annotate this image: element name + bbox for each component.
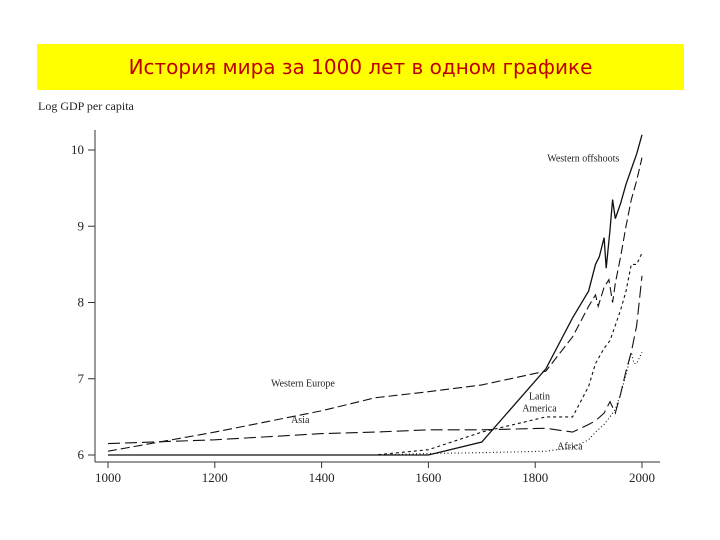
series-line-western-offshoots bbox=[108, 134, 643, 456]
y-tick-label: 6 bbox=[78, 447, 85, 462]
x-tick-label: 1800 bbox=[522, 470, 548, 485]
x-tick-label: 1400 bbox=[309, 470, 335, 485]
series-line-western-europe bbox=[107, 157, 643, 452]
y-axis-label: Log GDP per capita bbox=[38, 99, 135, 113]
series-annotation: Western Europe bbox=[271, 378, 335, 389]
y-tick-label: 10 bbox=[71, 142, 84, 157]
title-banner: История мира за 1000 лет в одном графике bbox=[37, 44, 684, 90]
x-ticks: 1000 1200 1400 1600 1800 2000 bbox=[95, 462, 655, 485]
y-tick-label: 8 bbox=[78, 295, 85, 310]
series-line-latin-america bbox=[108, 252, 643, 456]
series-annotation: Latin bbox=[529, 391, 550, 402]
x-tick-label: 1200 bbox=[202, 470, 228, 485]
x-tick-label: 1600 bbox=[415, 470, 441, 485]
banner-title: История мира за 1000 лет в одном графике bbox=[128, 55, 593, 79]
series-annotation: Western offshoots bbox=[547, 153, 619, 164]
series-layer bbox=[107, 134, 643, 456]
y-ticks: 6 7 8 9 10 bbox=[71, 142, 95, 462]
y-tick-label: 9 bbox=[78, 218, 85, 233]
x-tick-label: 1000 bbox=[95, 470, 121, 485]
series-annotation: Africa bbox=[557, 442, 583, 453]
y-tick-label: 7 bbox=[78, 371, 85, 386]
annotation-layer: Western offshoots Western Europe Latin Amer… bbox=[271, 153, 619, 452]
series-annotation: Asia bbox=[291, 415, 310, 426]
x-tick-label: 2000 bbox=[629, 470, 655, 485]
series-line-africa bbox=[108, 351, 643, 456]
series-annotation: America bbox=[522, 404, 557, 415]
series-line-asia bbox=[107, 275, 643, 445]
